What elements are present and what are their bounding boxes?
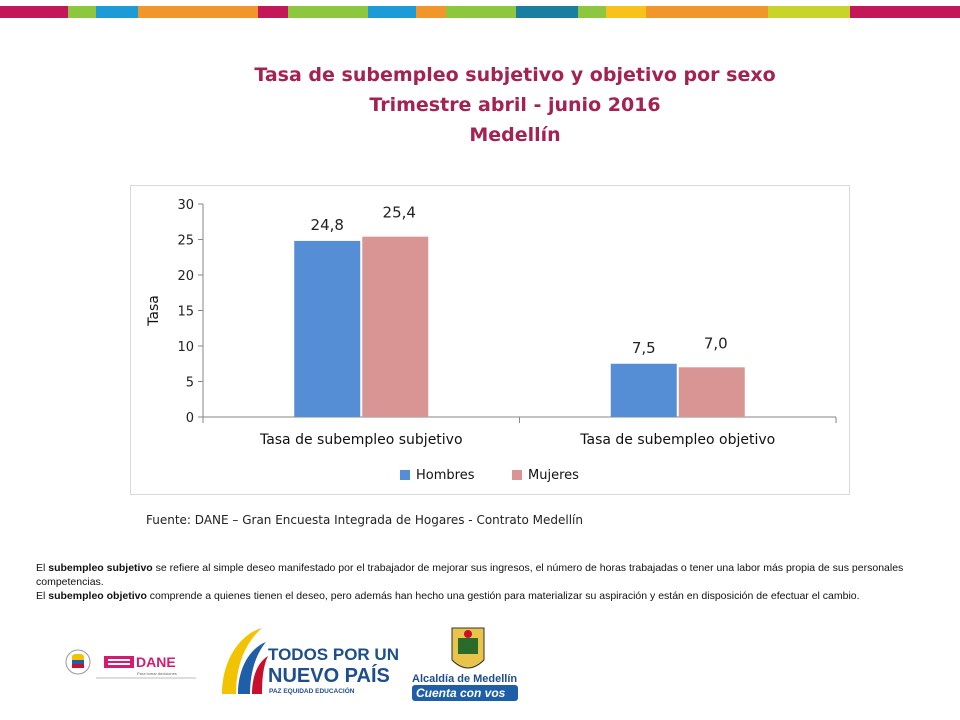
top-color-bar [0, 6, 960, 18]
title-line-1: Tasa de subempleo subjetivo y objetivo p… [254, 64, 776, 86]
alcaldia-tagline: Cuenta con vos [416, 686, 506, 700]
todos-line-2: NUEVO PAÍS [268, 664, 390, 687]
y-tick-label: 5 [186, 376, 194, 391]
legend-label: Mujeres [528, 468, 579, 483]
alcaldia-medellin-logo: Alcaldía de Medellín Cuenta con vos [412, 627, 518, 701]
definition-subjetivo: El subempleo subjetivo se refiere al sim… [36, 561, 936, 589]
title-line-3: Medellín [469, 124, 561, 146]
top-bar-segment [68, 6, 96, 18]
note-text: comprende a quienes tienen el deseo, per… [146, 590, 860, 602]
x-category-label: Tasa de subempleo objetivo [579, 432, 775, 448]
data-label: 7,5 [632, 339, 656, 357]
top-bar-segment [0, 6, 68, 18]
y-tick-label: 30 [177, 198, 194, 213]
alcaldia-name: Alcaldía de Medellín [412, 673, 517, 685]
dane-logo: DANE Para tomar decisiones [96, 654, 196, 679]
chart-title: Tasa de subempleo subjetivo y objetivo p… [130, 60, 900, 150]
top-bar-segment [446, 6, 516, 18]
top-bar-segment [258, 6, 288, 18]
top-bar-segment [578, 6, 606, 18]
top-bar-segment [138, 6, 258, 18]
note-text: El [36, 590, 49, 602]
top-bar-segment [96, 6, 138, 18]
todos-por-un-nuevo-pais-logo: TODOS POR UN NUEVO PAÍS PAZ EQUIDAD EDUC… [222, 628, 399, 695]
legend-swatch-mujeres [512, 470, 522, 480]
todos-tagline: PAZ EQUIDAD EDUCACIÓN [269, 686, 355, 695]
colombia-coat-of-arms-logo [65, 649, 91, 675]
bar-chart: 0 5 10 15 20 25 30 Tasa 24,8 25,4 Tasa de subemple… [130, 185, 850, 495]
y-tick-label: 0 [186, 411, 194, 426]
data-label: 24,8 [311, 216, 344, 234]
note-term: subempleo objetivo [48, 590, 147, 602]
dane-tagline: Para tomar decisiones [137, 671, 177, 676]
legend-label: Hombres [416, 468, 475, 483]
top-bar-segment [416, 6, 446, 18]
top-bar-segment [768, 6, 850, 18]
bar-mujeres [362, 236, 429, 417]
top-bar-segment [850, 6, 960, 18]
y-tick-label: 10 [177, 340, 194, 355]
data-label: 25,4 [383, 204, 416, 222]
y-tick-label: 15 [177, 305, 194, 320]
data-label: 7,0 [704, 334, 728, 352]
top-bar-segment [368, 6, 416, 18]
top-bar-segment [288, 6, 368, 18]
title-line-2: Trimestre abril - junio 2016 [369, 94, 661, 116]
y-tick-label: 20 [177, 269, 194, 284]
todos-line-1: TODOS POR UN [268, 645, 399, 664]
logos-footer: DANE Para tomar decisiones TODOS POR UN … [65, 627, 518, 701]
top-bar-segment [606, 6, 646, 18]
bar-hombres [294, 240, 361, 417]
top-bar-segment [516, 6, 578, 18]
chart-frame [130, 185, 850, 495]
definitions: El subempleo subjetivo se refiere al sim… [36, 561, 936, 603]
y-tick-label: 25 [177, 234, 194, 249]
bar-mujeres [678, 367, 745, 417]
note-text: El [36, 562, 49, 574]
note-text: se refiere al simple deseo manifestado p… [36, 562, 904, 588]
top-bar-segment [646, 6, 768, 18]
y-axis-label: Tasa [146, 295, 162, 327]
bar-hombres [610, 363, 677, 417]
definition-objetivo: El subempleo objetivo comprende a quiene… [36, 589, 936, 603]
medellin-shield-icon [451, 627, 485, 669]
legend-swatch-hombres [400, 470, 410, 480]
x-category-label: Tasa de subempleo subjetivo [259, 432, 463, 448]
note-term: subempleo subjetivo [48, 562, 153, 574]
source-note: Fuente: DANE – Gran Encuesta Integrada d… [146, 513, 583, 527]
dane-wordmark: DANE [136, 654, 176, 670]
